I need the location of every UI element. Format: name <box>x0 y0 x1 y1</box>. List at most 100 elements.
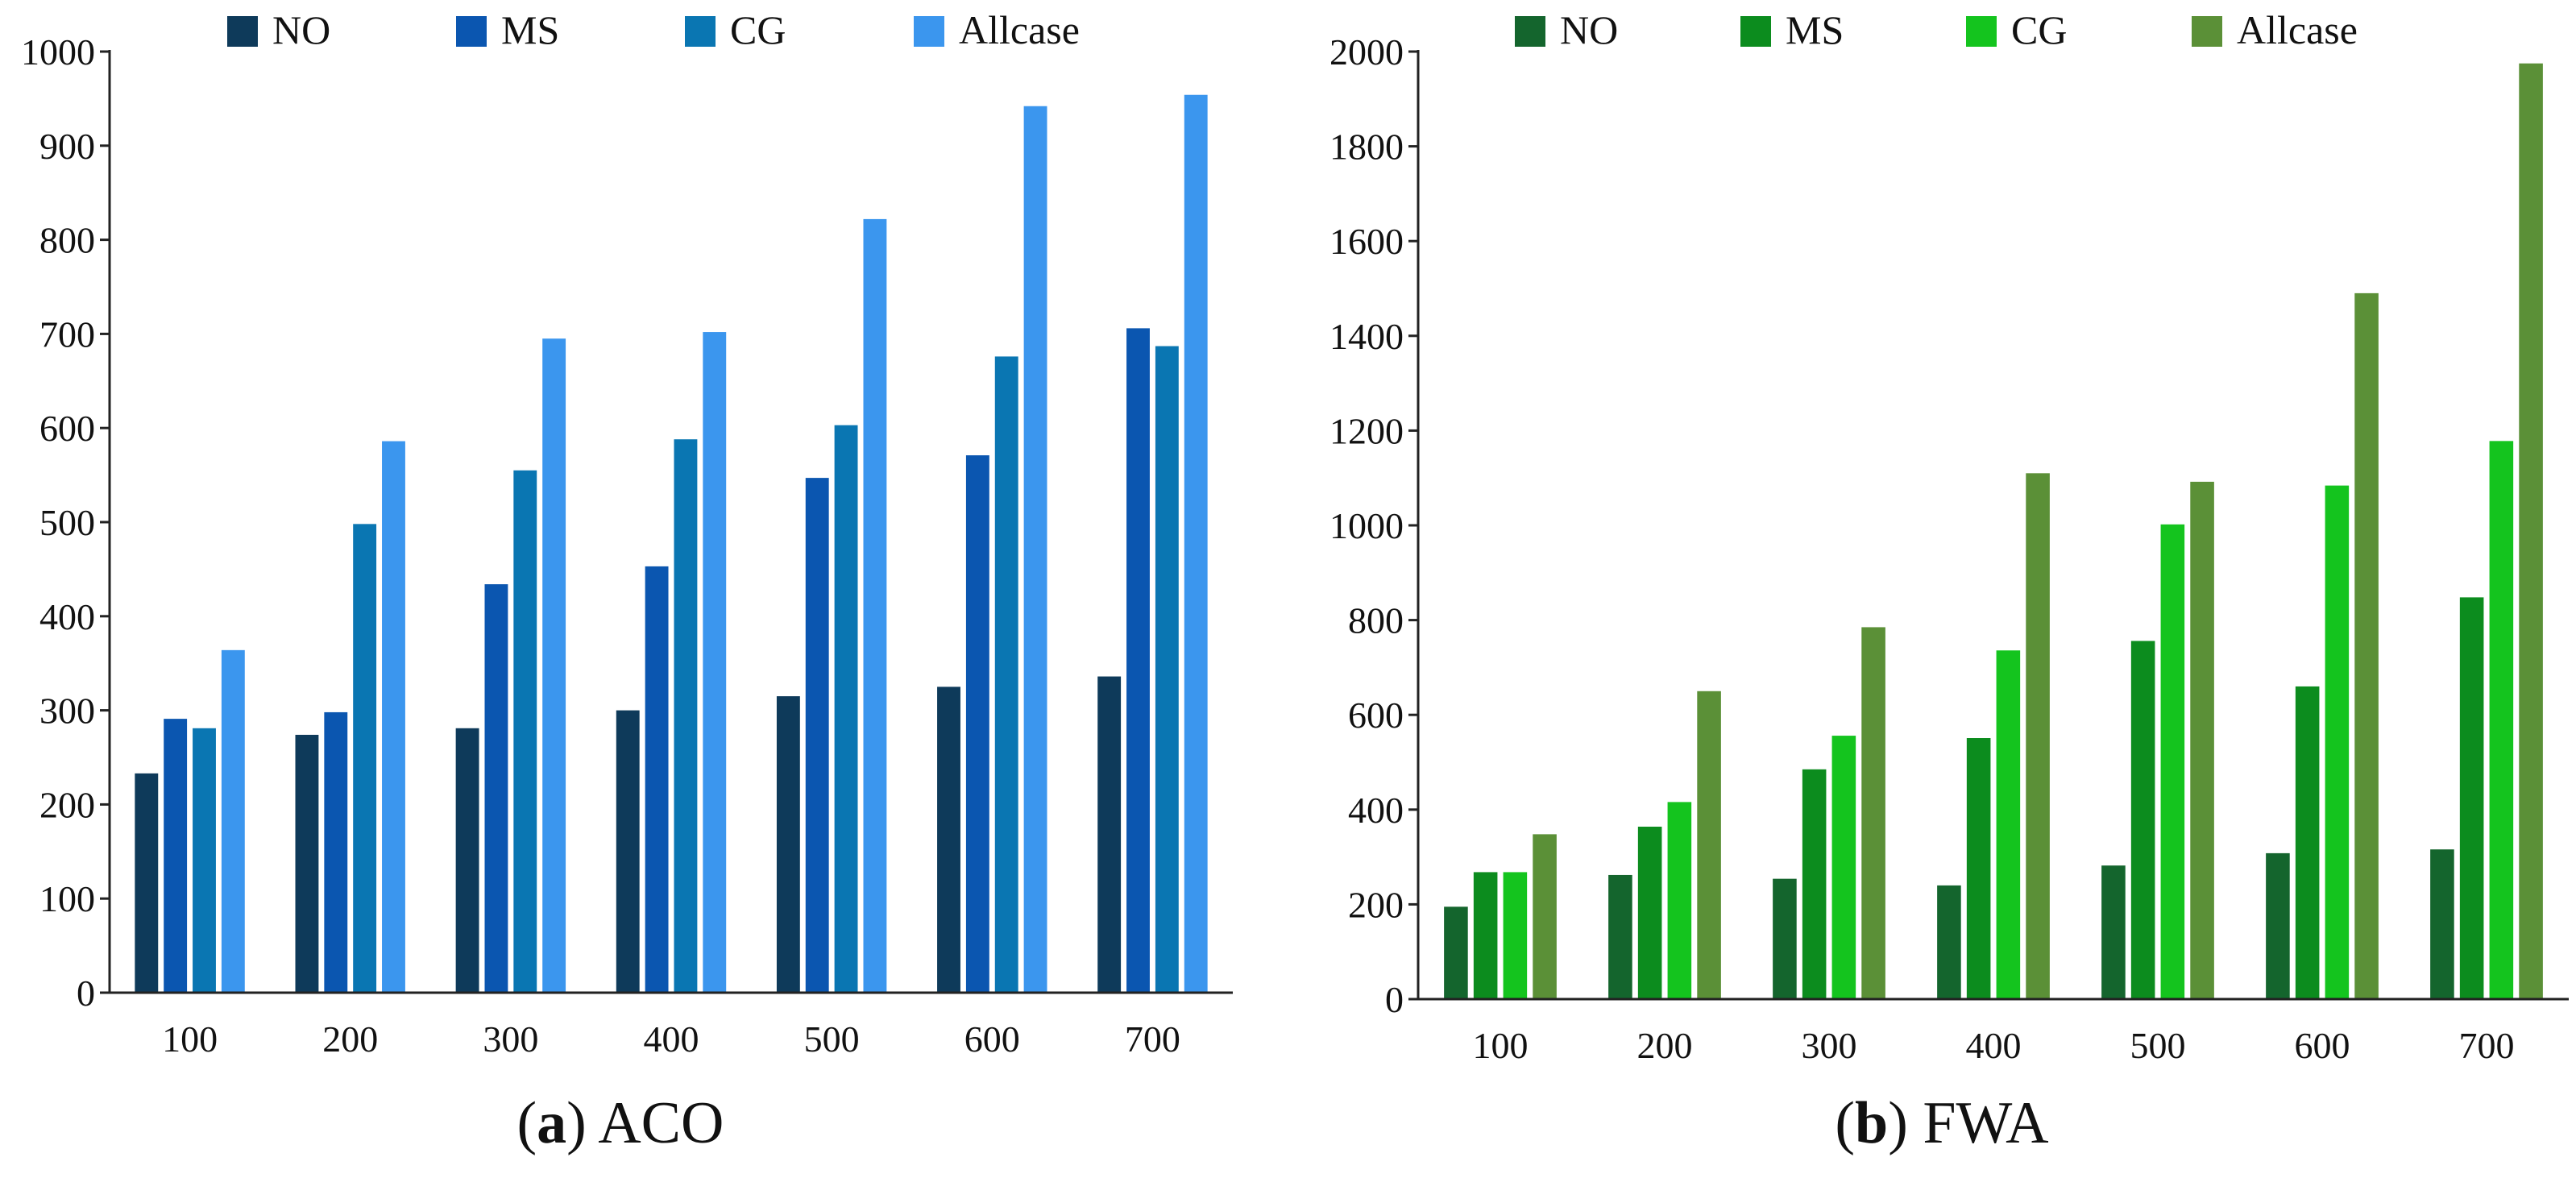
bar-no-300 <box>1773 878 1797 999</box>
y-tick-label: 200 <box>1348 884 1404 925</box>
legend-label-cg: CG <box>730 7 786 52</box>
y-tick-label: 900 <box>39 126 95 167</box>
bar-cg-200 <box>1667 802 1692 999</box>
y-tick-label: 200 <box>39 784 95 825</box>
legend-label-cg: CG <box>2011 7 2067 52</box>
y-tick-label: 2000 <box>1329 31 1404 73</box>
legend-swatch-cg <box>685 16 716 47</box>
legend-label-no: NO <box>1560 7 1618 52</box>
caption-title: ACO <box>598 1090 724 1156</box>
legend-swatch-cg <box>1966 16 1997 47</box>
x-tick-label: 500 <box>2130 1025 2186 1066</box>
legend-swatch-ms <box>456 16 487 47</box>
x-tick-label: 500 <box>804 1018 860 1060</box>
y-tick-label: 1400 <box>1329 316 1404 357</box>
bar-no-100 <box>1444 906 1468 999</box>
chart-panel-aco: 0 100 200 300 400 500 600 700 800 900 1000 100 200 3… <box>21 7 1233 1156</box>
caption-paren-close: ) <box>1888 1090 1923 1156</box>
bar-no-700 <box>2430 849 2454 999</box>
bar-no-500 <box>776 696 800 993</box>
y-tick-label: 1000 <box>21 31 95 73</box>
x-tick-label: 200 <box>322 1018 378 1060</box>
bar-no-500 <box>2101 865 2126 999</box>
bar-ms-100 <box>1473 872 1498 999</box>
bar-cg-600 <box>2325 485 2350 999</box>
bar-ms-500 <box>805 478 829 993</box>
bar-no-400 <box>1937 885 1961 999</box>
caption-paren-open: ( <box>1835 1090 1855 1156</box>
bar-cg-400 <box>674 439 698 993</box>
bar-allcase-600 <box>2354 292 2379 999</box>
bar-allcase-200 <box>382 441 405 993</box>
y-axis-ticks: 0 100 200 300 400 500 600 700 800 900 1000 <box>21 31 110 1014</box>
y-tick-label: 0 <box>1385 979 1404 1020</box>
bar-allcase-400 <box>2026 473 2050 999</box>
caption-title: FWA <box>1923 1090 2048 1156</box>
x-tick-label: 100 <box>1473 1025 1529 1066</box>
x-axis-ticks: 100 200 300 400 500 600 700 <box>162 1018 1180 1060</box>
bar-cg-100 <box>193 728 216 993</box>
y-tick-label: 800 <box>1348 600 1404 641</box>
y-tick-label: 1000 <box>1329 505 1404 546</box>
y-axis-ticks: 0 200 400 600 800 1000 1200 1400 1600 1800 2000 <box>1329 31 1418 1020</box>
bar-group <box>1444 63 2543 1000</box>
bar-ms-200 <box>1637 826 1662 999</box>
y-tick-label: 800 <box>39 220 95 261</box>
bar-allcase-500 <box>863 218 887 993</box>
bar-no-700 <box>1097 676 1122 993</box>
bar-allcase-100 <box>1533 834 1557 999</box>
bar-allcase-400 <box>703 332 727 993</box>
caption-paren-open: ( <box>517 1090 537 1156</box>
y-tick-label: 1200 <box>1329 410 1404 451</box>
x-tick-label: 700 <box>1125 1018 1180 1060</box>
bar-allcase-700 <box>2519 63 2543 1000</box>
y-tick-label: 1800 <box>1329 127 1404 168</box>
bar-ms-600 <box>2295 686 2320 999</box>
bar-cg-600 <box>994 356 1018 993</box>
x-tick-label: 600 <box>964 1018 1020 1060</box>
x-tick-label: 400 <box>1966 1025 2022 1066</box>
legend-swatch-no <box>1515 16 1545 47</box>
bar-allcase-500 <box>2190 481 2214 999</box>
bar-ms-700 <box>1126 328 1150 993</box>
bar-ms-600 <box>965 455 989 993</box>
y-tick-label: 400 <box>39 596 95 637</box>
legend-swatch-no <box>227 16 258 47</box>
y-tick-label: 100 <box>39 878 95 919</box>
bar-no-200 <box>1608 874 1632 999</box>
chart-panel-fwa: 0 200 400 600 800 1000 1200 1400 1600 1800 2000 10… <box>1329 7 2569 1156</box>
legend-swatch-ms <box>1740 16 1771 47</box>
bar-ms-400 <box>1966 738 1991 999</box>
bar-allcase-100 <box>221 649 245 993</box>
legend-swatch-allcase <box>914 16 944 47</box>
bar-no-600 <box>937 686 960 993</box>
legend-label-allcase: Allcase <box>2237 7 2358 52</box>
x-tick-label: 300 <box>1802 1025 1857 1066</box>
bar-group <box>135 94 1208 993</box>
legend: NO MS CG Allcase <box>227 7 1080 52</box>
bar-no-600 <box>2266 852 2290 999</box>
caption-letter: b <box>1855 1090 1888 1156</box>
bar-cg-300 <box>1831 736 1856 999</box>
bar-ms-200 <box>324 711 348 993</box>
y-tick-label: 400 <box>1348 790 1404 831</box>
bar-ms-300 <box>484 584 508 993</box>
legend-label-ms: MS <box>501 7 559 52</box>
bar-allcase-700 <box>1184 94 1208 993</box>
caption-paren-close: ) <box>566 1090 598 1156</box>
bar-no-300 <box>455 728 479 993</box>
bar-allcase-300 <box>1861 627 1885 999</box>
panel-caption: (b) FWA <box>1835 1090 2048 1156</box>
y-tick-label: 500 <box>39 502 95 543</box>
bar-allcase-300 <box>542 338 566 993</box>
bar-ms-700 <box>2459 597 2484 999</box>
legend-label-allcase: Allcase <box>959 7 1080 52</box>
bar-cg-400 <box>1996 650 2021 999</box>
bar-cg-500 <box>2160 524 2185 999</box>
bar-ms-400 <box>645 566 669 993</box>
y-tick-label: 300 <box>39 691 95 732</box>
x-tick-label: 600 <box>2295 1025 2350 1066</box>
y-tick-label: 0 <box>77 973 95 1014</box>
legend-label-ms: MS <box>1786 7 1844 52</box>
y-tick-label: 1600 <box>1329 221 1404 262</box>
